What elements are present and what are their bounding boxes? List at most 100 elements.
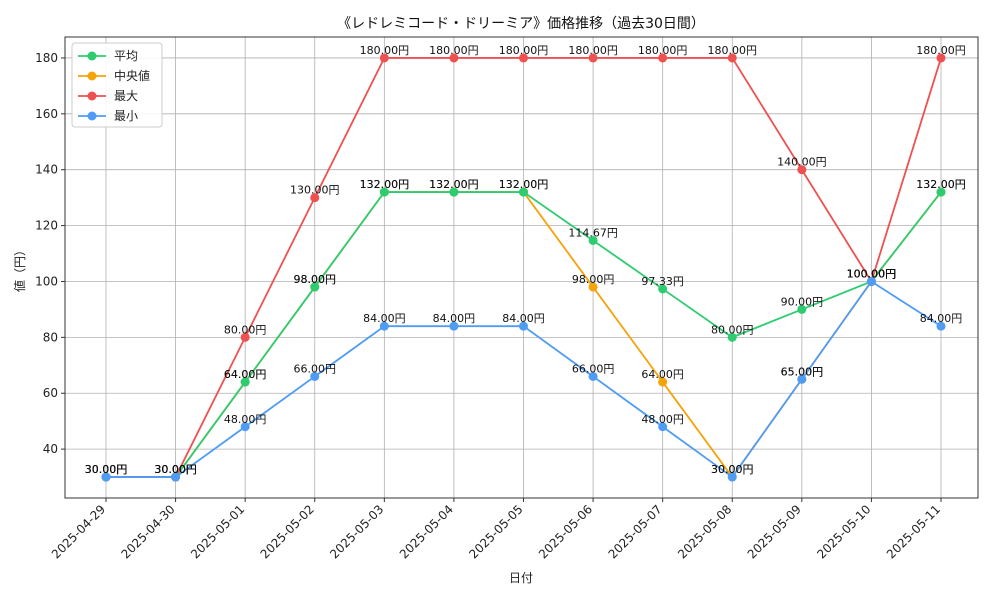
series-0-point xyxy=(449,187,459,197)
legend-box xyxy=(71,42,163,128)
series-0-point xyxy=(936,187,946,197)
series-1-data-label: 65.00円 xyxy=(781,365,824,378)
series-3-point xyxy=(866,276,876,286)
y-tick-label: 120 xyxy=(35,219,58,233)
series-3-point xyxy=(588,371,598,381)
series-0-data-label: 98.00円 xyxy=(294,273,337,286)
series-3-data-label: 30.00円 xyxy=(711,463,754,476)
series-0-data-label: 100.00円 xyxy=(847,267,897,280)
y-tick-label: 100 xyxy=(35,274,58,288)
series-3-data-label: 66.00円 xyxy=(572,362,615,375)
series-0-data-label: 90.00円 xyxy=(781,295,824,308)
x-tick-label: 2025-05-01 xyxy=(188,502,247,561)
series-0-point xyxy=(240,377,250,387)
series-3-data-label: 65.00円 xyxy=(781,365,824,378)
series-1-data-label: 30.00円 xyxy=(154,463,197,476)
series-2-point xyxy=(658,53,668,63)
series-3-data-label: 48.00円 xyxy=(641,413,684,426)
series-0-data-label: 30.00円 xyxy=(154,463,197,476)
series-layer xyxy=(101,53,946,482)
series-2-data-label: 180.00円 xyxy=(429,44,479,57)
x-tick-label: 2025-05-05 xyxy=(466,502,525,561)
series-1-data-label: 98.00円 xyxy=(294,273,337,286)
x-tick-label: 2025-05-02 xyxy=(258,502,317,561)
series-1-data-label: 64.00円 xyxy=(224,368,267,381)
series-1-data-label: 30.00円 xyxy=(85,463,128,476)
data-labels: 30.00円 30.00円 64.00円 98.00円 132.00円 132.00円 13… xyxy=(85,44,966,476)
series-3-point xyxy=(936,321,946,331)
series-3-data-label: 48.00円 xyxy=(224,413,267,426)
series-1-point xyxy=(588,282,598,292)
y-tick-label: 140 xyxy=(35,163,58,177)
series-2-point xyxy=(240,332,250,342)
chart-title: 《レドレミコード・ドリーミア》価格推移（過去30日間） xyxy=(337,16,705,32)
series-2-point xyxy=(310,193,320,203)
series-1-data-label: 100.00円 xyxy=(847,267,897,280)
x-tick-label: 2025-05-09 xyxy=(745,502,804,561)
series-3-point xyxy=(171,472,181,482)
x-tick-label: 2025-05-10 xyxy=(814,502,873,561)
series-3-point xyxy=(240,422,250,432)
series-3-data-label: 30.00円 xyxy=(85,463,128,476)
series-1-data-label: 132.00円 xyxy=(916,178,966,191)
series-3-point xyxy=(379,321,389,331)
x-tick-label: 2025-05-06 xyxy=(536,502,595,561)
series-3-data-label: 30.00円 xyxy=(154,463,197,476)
series-0-point xyxy=(797,304,807,314)
series-3-point xyxy=(449,321,459,331)
series-3-point xyxy=(101,472,111,482)
legend-marker-2 xyxy=(87,91,97,101)
series-3-data-label: 66.00円 xyxy=(294,362,337,375)
series-0-data-label: 64.00円 xyxy=(224,368,267,381)
series-0-data-label: 114.67円 xyxy=(568,226,618,239)
series-0-data-label: 132.00円 xyxy=(429,178,479,191)
y-tick-label: 40 xyxy=(43,442,58,456)
series-2-point xyxy=(519,53,528,63)
series-2-data-label: 180.00円 xyxy=(638,44,688,57)
y-tick-label: 180 xyxy=(35,51,58,65)
x-tick-label: 2025-04-29 xyxy=(49,502,108,561)
series-2-point xyxy=(379,53,389,63)
series-2-data-label: 180.00円 xyxy=(499,44,549,57)
legend-marker-3 xyxy=(87,111,97,121)
series-1-data-label: 132.00円 xyxy=(499,178,549,191)
series-0-point xyxy=(588,235,598,245)
legend-label-0: 平均 xyxy=(114,49,138,63)
legend-label-2: 最大 xyxy=(114,89,138,103)
y-axis: 40 60 80 100 120 140 160 180 xyxy=(35,51,65,456)
x-tick-label: 2025-04-30 xyxy=(118,502,177,561)
series-3-data-label: 84.00円 xyxy=(433,312,476,325)
x-tick-label: 2025-05-04 xyxy=(397,502,456,561)
series-2-point xyxy=(588,53,598,63)
series-1-data-label: 132.00円 xyxy=(360,178,410,191)
series-3-point xyxy=(727,472,737,482)
series-0-data-label: 132.00円 xyxy=(916,178,966,191)
series-0-point xyxy=(727,332,737,342)
series-2-point xyxy=(797,165,807,175)
x-axis-title: 日付 xyxy=(509,571,533,585)
series-0-data-label: 132.00円 xyxy=(499,178,549,191)
legend-marker-0 xyxy=(87,51,97,61)
series-2-data-label: 140.00円 xyxy=(777,156,827,169)
series-2-data-label: 180.00円 xyxy=(916,44,966,57)
series-1-data-label: 64.00円 xyxy=(641,368,684,381)
series-0-data-label: 132.00円 xyxy=(360,178,410,191)
series-1-data-label: 98.00円 xyxy=(572,273,615,286)
series-2-data-label: 80.00円 xyxy=(224,323,267,336)
series-3-point xyxy=(519,321,528,331)
x-tick-label: 2025-05-03 xyxy=(327,502,386,561)
series-0-point xyxy=(379,187,389,197)
series-1-data-label: 30.00円 xyxy=(711,463,754,476)
series-2-data-label: 130.00円 xyxy=(290,184,340,197)
series-0-data-label: 30.00円 xyxy=(85,463,128,476)
series-3-data-label: 84.00円 xyxy=(502,312,545,325)
series-2-point xyxy=(449,53,459,63)
grid xyxy=(65,37,978,498)
series-2-data-label: 180.00円 xyxy=(568,44,618,57)
series-2-data-label: 100.00円 xyxy=(847,267,897,280)
series-0-point xyxy=(658,284,668,294)
x-tick-label: 2025-05-07 xyxy=(606,502,665,561)
y-tick-label: 60 xyxy=(43,386,58,400)
